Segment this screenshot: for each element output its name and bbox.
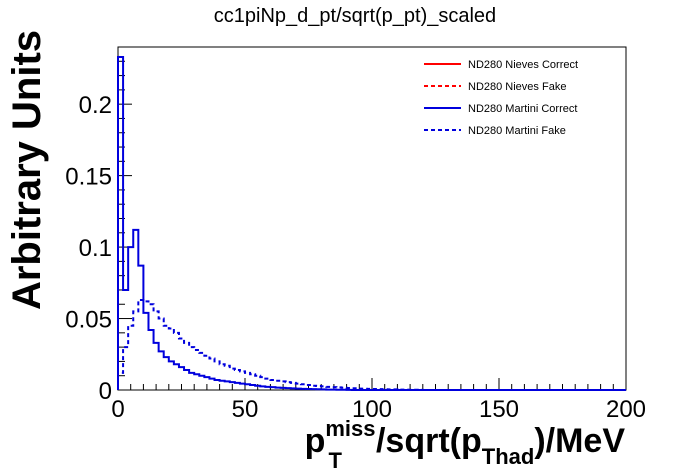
x-tick-label: 50 <box>232 396 259 423</box>
legend-entry-label: ND280 Martini Fake <box>468 125 566 137</box>
x-axis: 0 50 100 150 200 <box>111 378 646 423</box>
y-axis: 0 0.05 0.1 0.15 0.2 <box>65 46 132 405</box>
y-tick-label: 0.1 <box>79 235 112 262</box>
x-tick-label: 150 <box>479 396 519 423</box>
x-tick-label: 200 <box>606 396 646 423</box>
series-line-3 <box>117 56 626 391</box>
legend-entry-label: ND280 Martini Correct <box>468 103 577 115</box>
y-tick-label: 0.15 <box>65 164 112 191</box>
series-line-4 <box>117 298 626 391</box>
plot-frame <box>117 46 627 391</box>
x-axis-label: pmiss T/sqrt(pThad)/MeV <box>305 416 626 472</box>
y-tick-label: 0.05 <box>65 307 112 334</box>
x-tick-label: 100 <box>352 396 392 423</box>
x-tick-label: 0 <box>111 396 124 423</box>
legend: ND280 Nieves Correct ND280 Nieves Fake ND2… <box>424 59 578 137</box>
y-axis-label: Arbitrary Units <box>5 30 49 310</box>
y-tick-label: 0.2 <box>79 92 112 119</box>
chart-title: cc1piNp_d_pt/sqrt(p_pt)_scaled <box>214 5 496 27</box>
legend-entry-label: ND280 Nieves Correct <box>468 59 578 71</box>
legend-entry-label: ND280 Nieves Fake <box>468 81 566 93</box>
plot-area <box>117 46 627 391</box>
y-tick-label: 0 <box>99 378 112 405</box>
series-layer <box>117 56 626 391</box>
